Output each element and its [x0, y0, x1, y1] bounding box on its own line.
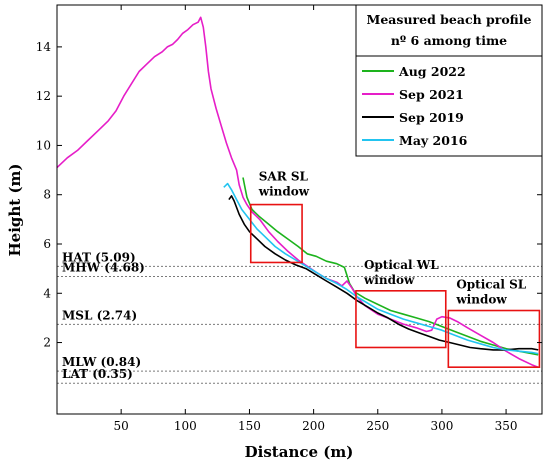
y-tick-label-0: 2	[43, 336, 51, 350]
reference-label-4: LAT (0.35)	[62, 367, 133, 381]
window-label-2-line-0: Optical SL	[456, 278, 526, 292]
reference-label-2: MSL (2.74)	[62, 308, 137, 322]
legend-title-line-1: Measured beach profile	[367, 12, 532, 27]
x-axis-label: Distance (m)	[245, 443, 354, 461]
window-box-2	[447, 309, 541, 368]
y-tick-label-6: 14	[36, 40, 52, 54]
legend-entry-3: May 2016	[399, 133, 468, 148]
reference-label-0: HAT (5.09)	[62, 250, 136, 264]
axis-ticks: 50 100 150 200 250 300 350 2 4 6 8 10 12 14	[36, 5, 542, 433]
reference-label-3: MLW (0.84)	[62, 355, 141, 369]
window-box-1	[355, 290, 447, 349]
window-label-1-line-0: Optical WL	[364, 258, 439, 272]
legend-entry-0: Aug 2022	[398, 64, 466, 79]
legend-title-line-2: nº 6 among time	[391, 33, 507, 48]
y-axis-label: Height (m)	[6, 163, 24, 256]
x-tick-label-1: 100	[174, 419, 197, 433]
series-line-1	[56, 16, 539, 368]
y-tick-label-1: 4	[43, 286, 51, 300]
reference-label-1: MHW (4.68)	[62, 261, 145, 275]
series-line-2	[228, 195, 539, 351]
legend-entry-1: Sep 2021	[399, 87, 464, 102]
legend: Measured beach profile nº 6 among time A…	[355, 4, 543, 157]
plot-frame	[56, 4, 543, 415]
y-tick-label-3: 8	[43, 188, 51, 202]
window-label-2-line-1: window	[455, 293, 507, 307]
x-tick-label-0: 50	[114, 419, 129, 433]
legend-entry-2: Sep 2019	[399, 110, 464, 125]
legend-items: Aug 2022 Sep 2021 Sep 2019 May 2016	[362, 64, 468, 148]
x-tick-label-3: 200	[302, 419, 325, 433]
x-tick-label-4: 250	[366, 419, 389, 433]
y-tick-label-2: 6	[43, 237, 51, 251]
reference-lines: HAT (5.09)MHW (4.68) MSL (2.74) MLW (0.84)…	[57, 250, 542, 384]
window-box-0	[249, 203, 303, 264]
x-tick-label-5: 300	[430, 419, 453, 433]
window-label-0-line-0: SAR SL	[259, 170, 309, 184]
x-tick-label-6: 350	[495, 419, 518, 433]
series-line-0	[242, 177, 539, 356]
window-label-1-line-1: window	[363, 273, 415, 287]
y-tick-label-4: 10	[36, 138, 51, 152]
x-tick-label-2: 150	[238, 419, 261, 433]
y-tick-label-5: 12	[36, 89, 51, 103]
legend-box	[355, 4, 543, 157]
window-label-0-line-1: window	[258, 185, 310, 199]
